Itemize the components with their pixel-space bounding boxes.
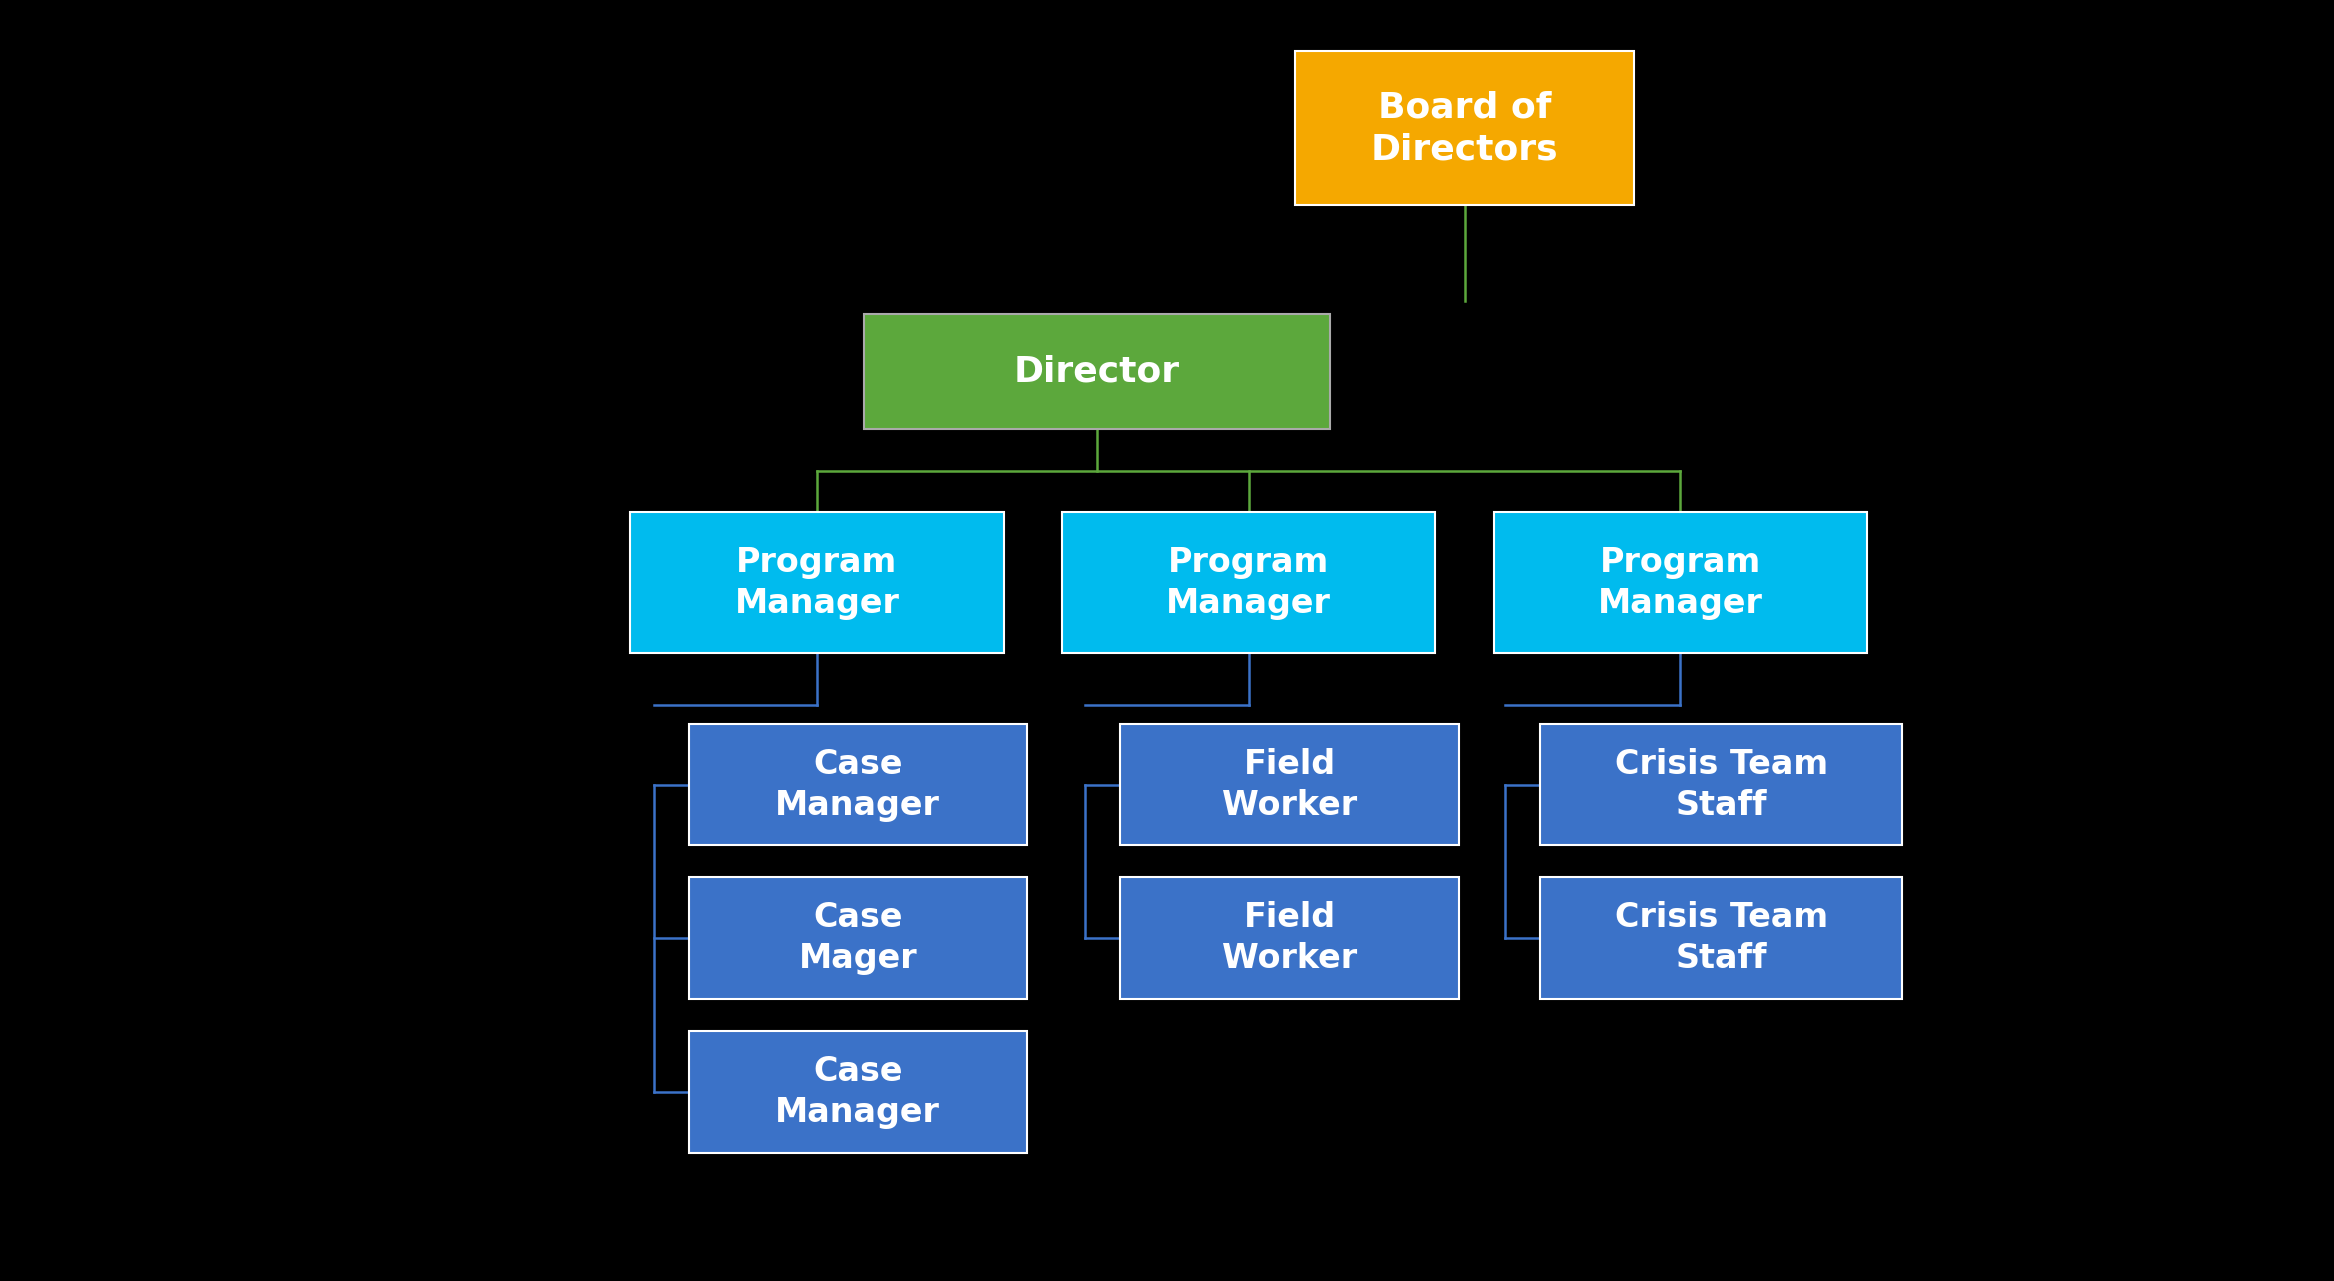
FancyBboxPatch shape: [1540, 724, 1902, 845]
Text: Director: Director: [1013, 355, 1181, 388]
Text: Crisis Team
Staff: Crisis Team Staff: [1615, 902, 1828, 975]
FancyBboxPatch shape: [630, 512, 1004, 653]
Text: Program
Manager: Program Manager: [1599, 546, 1762, 620]
FancyBboxPatch shape: [1494, 512, 1867, 653]
FancyBboxPatch shape: [689, 724, 1027, 845]
Text: Program
Manager: Program Manager: [735, 546, 899, 620]
FancyBboxPatch shape: [689, 1031, 1027, 1153]
FancyBboxPatch shape: [1120, 877, 1459, 999]
FancyBboxPatch shape: [864, 314, 1330, 429]
FancyBboxPatch shape: [1295, 51, 1634, 205]
Text: Field
Worker: Field Worker: [1223, 902, 1356, 975]
FancyBboxPatch shape: [1120, 724, 1459, 845]
Text: Case
Manager: Case Manager: [775, 748, 941, 821]
FancyBboxPatch shape: [1540, 877, 1902, 999]
Text: Case
Mager: Case Mager: [798, 902, 917, 975]
Text: Case
Manager: Case Manager: [775, 1056, 941, 1129]
Text: Board of
Directors: Board of Directors: [1370, 90, 1559, 167]
FancyBboxPatch shape: [1062, 512, 1435, 653]
Text: Crisis Team
Staff: Crisis Team Staff: [1615, 748, 1828, 821]
Text: Field
Worker: Field Worker: [1223, 748, 1356, 821]
Text: Program
Manager: Program Manager: [1167, 546, 1330, 620]
FancyBboxPatch shape: [689, 877, 1027, 999]
